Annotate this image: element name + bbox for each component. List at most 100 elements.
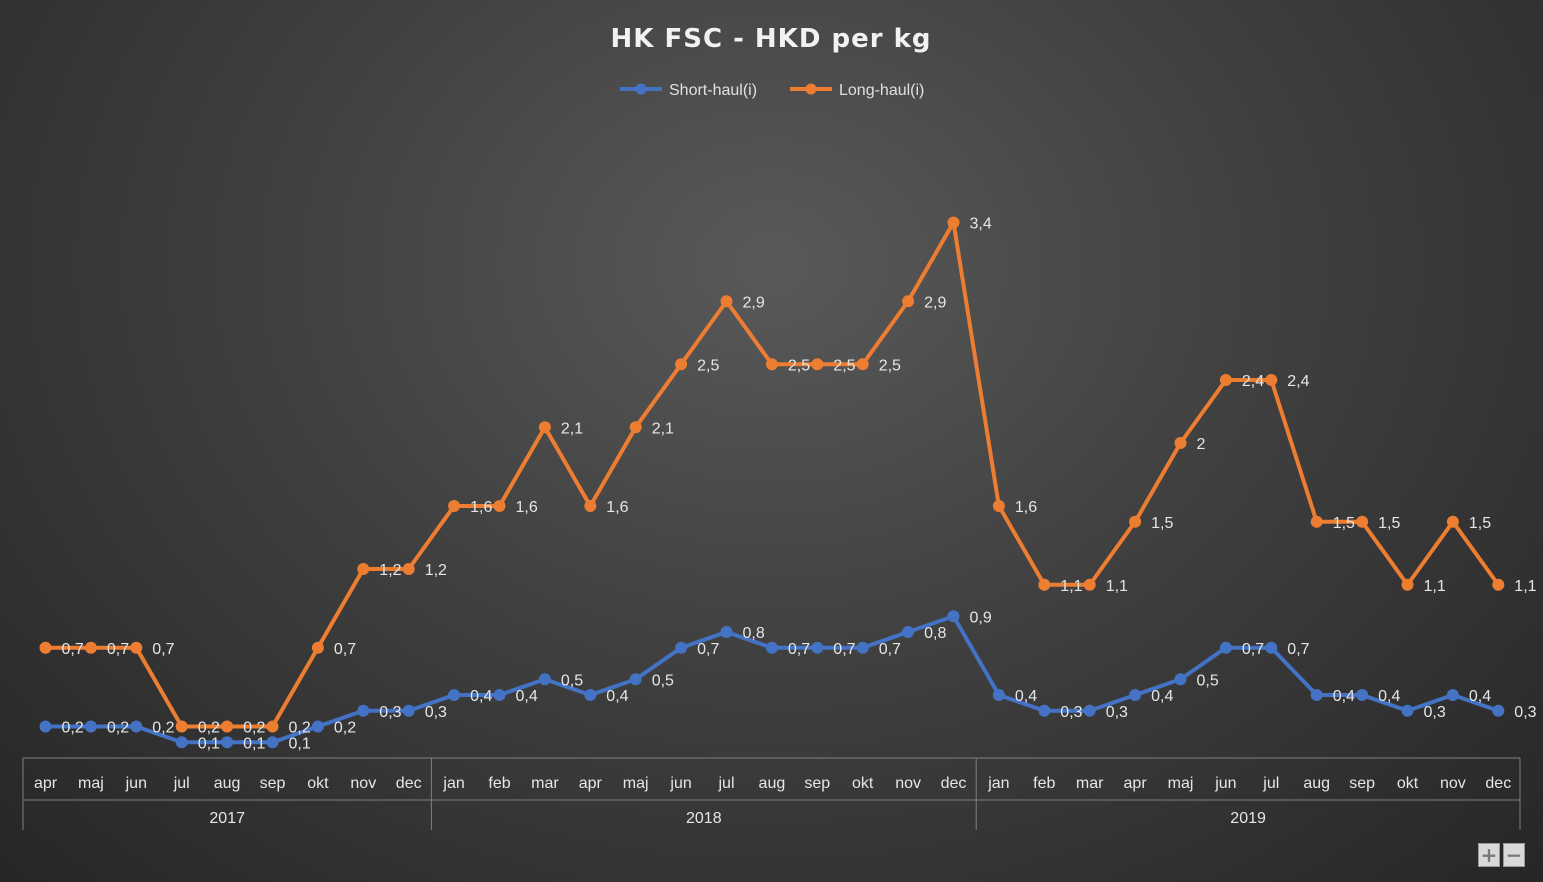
data-point-short-haul[interactable] [1083, 704, 1096, 717]
data-point-long-haul[interactable] [1401, 578, 1414, 591]
data-label-long-haul: 2,4 [1242, 373, 1264, 390]
data-point-long-haul[interactable] [402, 563, 415, 575]
zoom-out-button[interactable]: − [1503, 843, 1525, 867]
data-point-long-haul[interactable] [1265, 374, 1278, 386]
data-point-short-haul[interactable] [221, 736, 234, 749]
data-point-short-haul[interactable] [402, 704, 415, 717]
legend[interactable]: Short-haul(i) Long-haul(i) [620, 82, 924, 99]
x-tick-label: dec [396, 775, 422, 792]
data-point-short-haul[interactable] [175, 736, 188, 749]
data-label-long-haul: 1,1 [1060, 578, 1082, 595]
data-label-short-haul: 0,5 [652, 672, 674, 689]
data-point-short-haul[interactable] [902, 626, 915, 638]
data-label-short-haul: 0,3 [1514, 704, 1536, 721]
data-label-long-haul: 1,6 [470, 499, 492, 516]
data-point-short-haul[interactable] [357, 704, 370, 717]
data-point-short-haul[interactable] [856, 641, 869, 654]
data-point-long-haul[interactable] [175, 720, 188, 733]
data-point-long-haul[interactable] [221, 720, 234, 733]
data-point-short-haul[interactable] [1356, 689, 1369, 701]
data-point-long-haul[interactable] [992, 500, 1005, 512]
x-tick-label: jun [1214, 775, 1236, 792]
data-point-short-haul[interactable] [1446, 689, 1459, 701]
data-point-long-haul[interactable] [1083, 578, 1096, 591]
data-label-long-haul: 0,7 [107, 641, 129, 658]
data-point-short-haul[interactable] [1401, 704, 1414, 717]
data-label-short-haul: 0,5 [561, 672, 583, 689]
data-point-long-haul[interactable] [947, 216, 960, 229]
data-point-long-haul[interactable] [856, 358, 869, 371]
data-point-short-haul[interactable] [311, 720, 324, 733]
data-point-long-haul[interactable] [675, 358, 688, 371]
data-point-long-haul[interactable] [1219, 374, 1232, 386]
data-label-short-haul: 0,4 [1015, 688, 1037, 705]
data-point-long-haul[interactable] [39, 641, 52, 654]
data-point-short-haul[interactable] [130, 720, 143, 733]
data-point-short-haul[interactable] [538, 673, 551, 686]
x-tick-label: maj [1168, 775, 1194, 792]
data-label-long-haul: 0,2 [198, 720, 220, 737]
data-point-short-haul[interactable] [493, 689, 506, 701]
data-point-long-haul[interactable] [1492, 578, 1505, 591]
data-point-long-haul[interactable] [902, 295, 915, 308]
x-tick-label: jul [1262, 775, 1279, 792]
data-point-short-haul[interactable] [84, 720, 97, 733]
data-point-long-haul[interactable] [1310, 515, 1323, 528]
data-label-long-haul: 2,1 [561, 420, 583, 437]
data-point-short-haul[interactable] [811, 641, 824, 654]
plot-area [39, 216, 1505, 749]
legend-item-long-haul[interactable]: Long-haul(i) [790, 82, 924, 99]
x-tick-label: sep [260, 775, 286, 792]
x-axis-year-label: 2017 [209, 810, 245, 827]
data-label-short-haul: 0,3 [1060, 704, 1082, 721]
data-point-short-haul[interactable] [947, 610, 960, 623]
data-point-short-haul[interactable] [1310, 689, 1323, 701]
data-label-long-haul: 2,5 [788, 357, 810, 374]
data-point-long-haul[interactable] [357, 563, 370, 575]
data-point-long-haul[interactable] [1174, 437, 1187, 449]
data-point-long-haul[interactable] [1356, 515, 1369, 528]
x-tick-label: okt [307, 775, 329, 792]
data-point-long-haul[interactable] [266, 720, 279, 733]
data-point-short-haul[interactable] [266, 736, 279, 749]
data-label-long-haul: 0,2 [243, 720, 265, 737]
data-point-long-haul[interactable] [1129, 515, 1142, 528]
legend-item-short-haul[interactable]: Short-haul(i) [620, 82, 757, 99]
data-point-short-haul[interactable] [992, 689, 1005, 701]
data-point-short-haul[interactable] [675, 641, 688, 654]
data-point-long-haul[interactable] [720, 295, 733, 308]
data-point-short-haul[interactable] [720, 626, 733, 638]
data-label-long-haul: 2,9 [924, 294, 946, 311]
data-point-long-haul[interactable] [765, 358, 778, 371]
data-point-short-haul[interactable] [1174, 673, 1187, 686]
data-point-short-haul[interactable] [765, 641, 778, 654]
data-point-long-haul[interactable] [1446, 515, 1459, 528]
x-tick-label: nov [895, 775, 921, 792]
data-point-long-haul[interactable] [811, 358, 824, 371]
data-point-short-haul[interactable] [584, 689, 597, 701]
data-point-short-haul[interactable] [1265, 641, 1278, 654]
data-label-long-haul: 1,5 [1151, 515, 1173, 532]
data-label-short-haul: 0,7 [833, 641, 855, 658]
data-point-long-haul[interactable] [448, 500, 461, 512]
data-point-short-haul[interactable] [629, 673, 642, 686]
data-point-short-haul[interactable] [1492, 704, 1505, 717]
data-label-short-haul: 0,4 [1469, 688, 1491, 705]
data-label-long-haul: 2,5 [879, 357, 901, 374]
data-point-long-haul[interactable] [130, 641, 143, 654]
data-point-long-haul[interactable] [1038, 578, 1051, 591]
data-point-long-haul[interactable] [84, 641, 97, 654]
data-point-short-haul[interactable] [39, 720, 52, 733]
x-tick-label: maj [78, 775, 104, 792]
chart-title: HK FSC - HKD per kg [611, 24, 932, 54]
data-point-long-haul[interactable] [311, 641, 324, 654]
data-point-short-haul[interactable] [1219, 641, 1232, 654]
data-point-long-haul[interactable] [584, 500, 597, 512]
data-point-long-haul[interactable] [629, 421, 642, 434]
data-point-short-haul[interactable] [1129, 689, 1142, 701]
zoom-in-button[interactable]: + [1478, 843, 1500, 867]
data-point-long-haul[interactable] [538, 421, 551, 434]
data-point-long-haul[interactable] [493, 500, 506, 512]
data-point-short-haul[interactable] [448, 689, 461, 701]
data-point-short-haul[interactable] [1038, 704, 1051, 717]
